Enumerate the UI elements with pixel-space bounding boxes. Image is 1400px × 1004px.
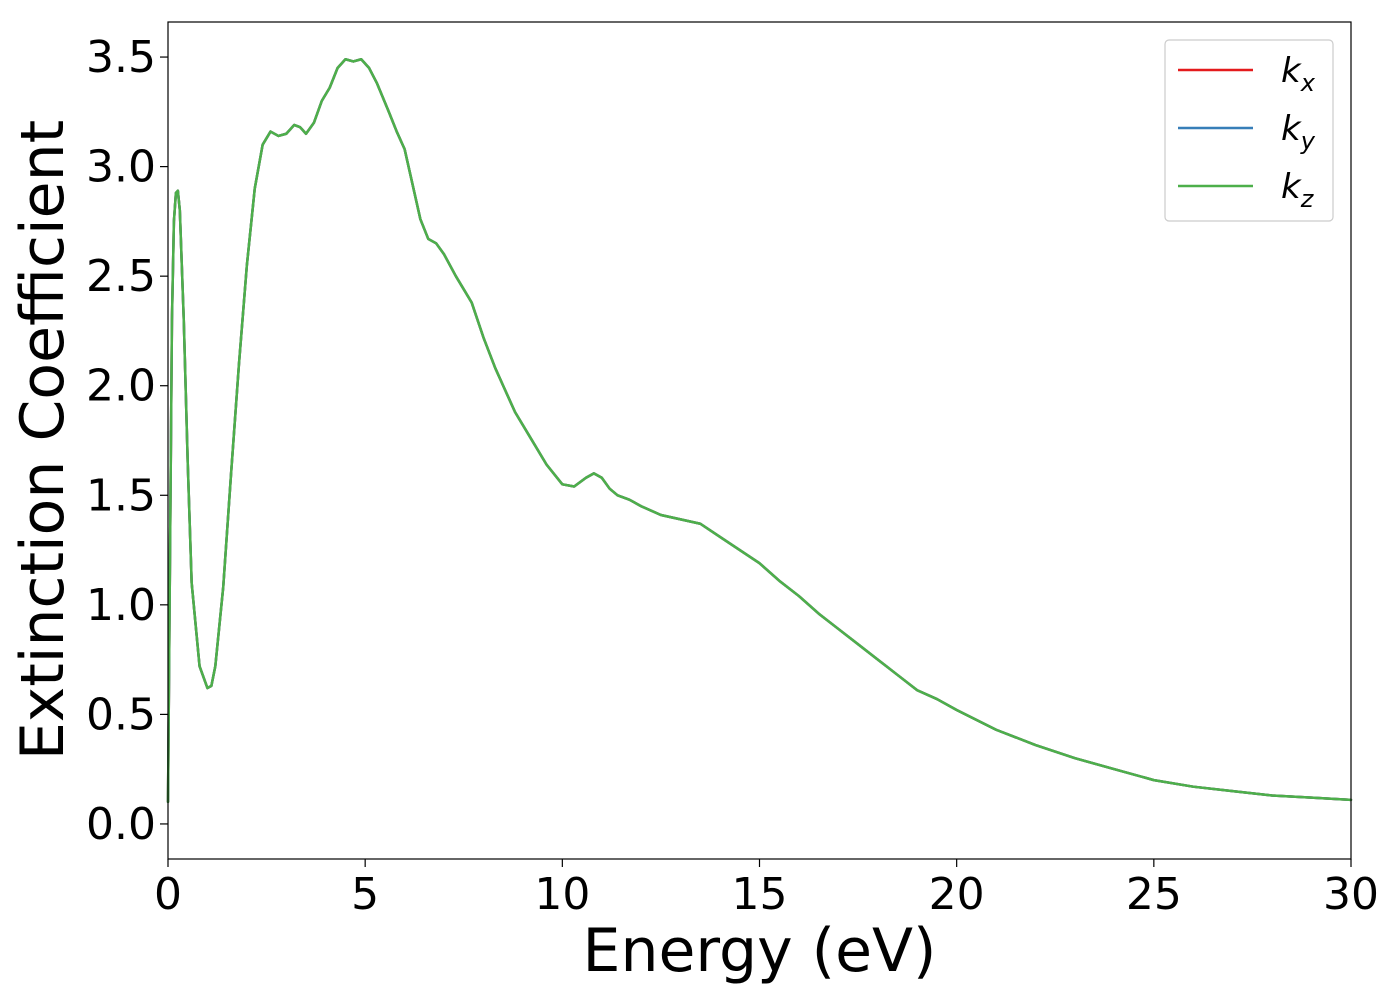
- y-tick-label: 0.0: [86, 799, 156, 850]
- y-axis-label: Extinction Coefficient: [8, 120, 78, 760]
- y-tick-label: 0.5: [86, 689, 156, 740]
- legend-box: [1164, 39, 1334, 222]
- x-tick-label: 5: [351, 869, 379, 920]
- y-tick-label: 2.5: [86, 251, 156, 302]
- series-line-kz: [166, 58, 1353, 804]
- y-tick-label: 3.0: [86, 142, 156, 193]
- x-tick-label: 25: [1126, 869, 1182, 920]
- y-tick-label: 1.5: [86, 470, 156, 521]
- y-tick-label: 2.0: [86, 361, 156, 412]
- x-axis-label: Energy (eV): [583, 916, 937, 986]
- x-tick-label: 0: [154, 869, 182, 920]
- x-tick-label: 30: [1323, 869, 1379, 920]
- x-tick-label: 20: [929, 869, 985, 920]
- y-axis-ticks: 0.0 0.5 1.0 1.5 2.0 2.5 3.0 3.5: [86, 32, 168, 850]
- y-tick-label: 3.5: [86, 32, 156, 83]
- x-tick-label: 10: [534, 869, 590, 920]
- x-tick-label: 15: [732, 869, 788, 920]
- y-tick-label: 1.0: [86, 580, 156, 631]
- series-layer: [166, 58, 1353, 804]
- x-axis-ticks: 0 5 10 15 20 25 30: [154, 859, 1379, 920]
